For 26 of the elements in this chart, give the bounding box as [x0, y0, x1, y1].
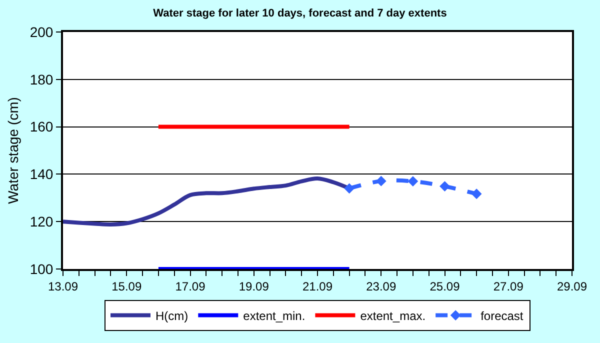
x-tick-label: 25.09 — [430, 279, 460, 294]
point — [440, 181, 450, 192]
chart-title: Water stage for later 10 days, forecast and 7 day extents — [153, 7, 447, 20]
legend-label: H(cm) — [156, 308, 188, 323]
x-tick-label: 21.09 — [302, 279, 333, 294]
y-tick-label: 200 — [30, 24, 54, 40]
y-tick-label: 180 — [30, 71, 54, 88]
point — [376, 176, 386, 186]
y-tick-label: 100 — [30, 260, 54, 277]
y-tick-label: 120 — [30, 214, 54, 230]
legend-label: forecast — [480, 308, 524, 323]
x-tick-label: 15.09 — [112, 279, 142, 294]
point — [471, 188, 482, 200]
y-tick-label: 140 — [30, 166, 54, 182]
x-tick-label: 23.09 — [366, 279, 396, 294]
point — [344, 183, 355, 194]
x-tick-label: 29.09 — [556, 279, 588, 294]
x-tick-label: 27.09 — [493, 279, 524, 294]
x-tick-label: 13.09 — [48, 279, 78, 294]
legend-label: extent_min. — [243, 308, 306, 323]
y-axis-title: Water stage (cm) — [4, 97, 21, 204]
point — [408, 176, 418, 187]
y-tick-label: 160 — [30, 118, 54, 135]
x-tick-label: 19.09 — [238, 279, 270, 294]
legend-label: extent_max. — [360, 308, 426, 323]
x-tick-label: 17.09 — [175, 279, 206, 294]
